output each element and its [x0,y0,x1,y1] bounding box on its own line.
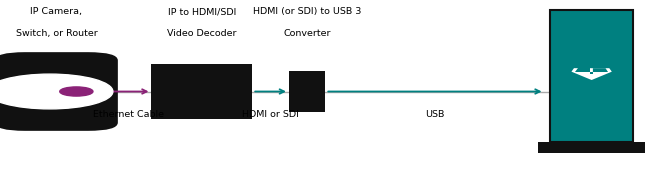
Text: HDMI (or SDI) to USB 3: HDMI (or SDI) to USB 3 [253,7,361,16]
FancyBboxPatch shape [0,52,118,131]
Text: HDMI or SDI: HDMI or SDI [242,110,299,119]
Text: Ethernet Cable: Ethernet Cable [93,110,163,119]
Polygon shape [575,68,590,72]
Bar [550,10,633,142]
Bar [538,142,645,154]
Bar [289,71,325,112]
Circle shape [0,74,113,109]
Polygon shape [572,68,612,80]
Text: IP Camera,: IP Camera, [31,7,82,16]
Polygon shape [590,72,594,74]
Text: USB: USB [425,110,445,119]
Text: IP to HDMI/SDI: IP to HDMI/SDI [168,7,236,16]
Text: Converter: Converter [284,29,331,38]
Bar [151,64,252,119]
Circle shape [60,87,93,96]
Polygon shape [593,68,608,72]
Text: Switch, or Router: Switch, or Router [15,29,98,38]
Text: Video Decoder: Video Decoder [167,29,236,38]
